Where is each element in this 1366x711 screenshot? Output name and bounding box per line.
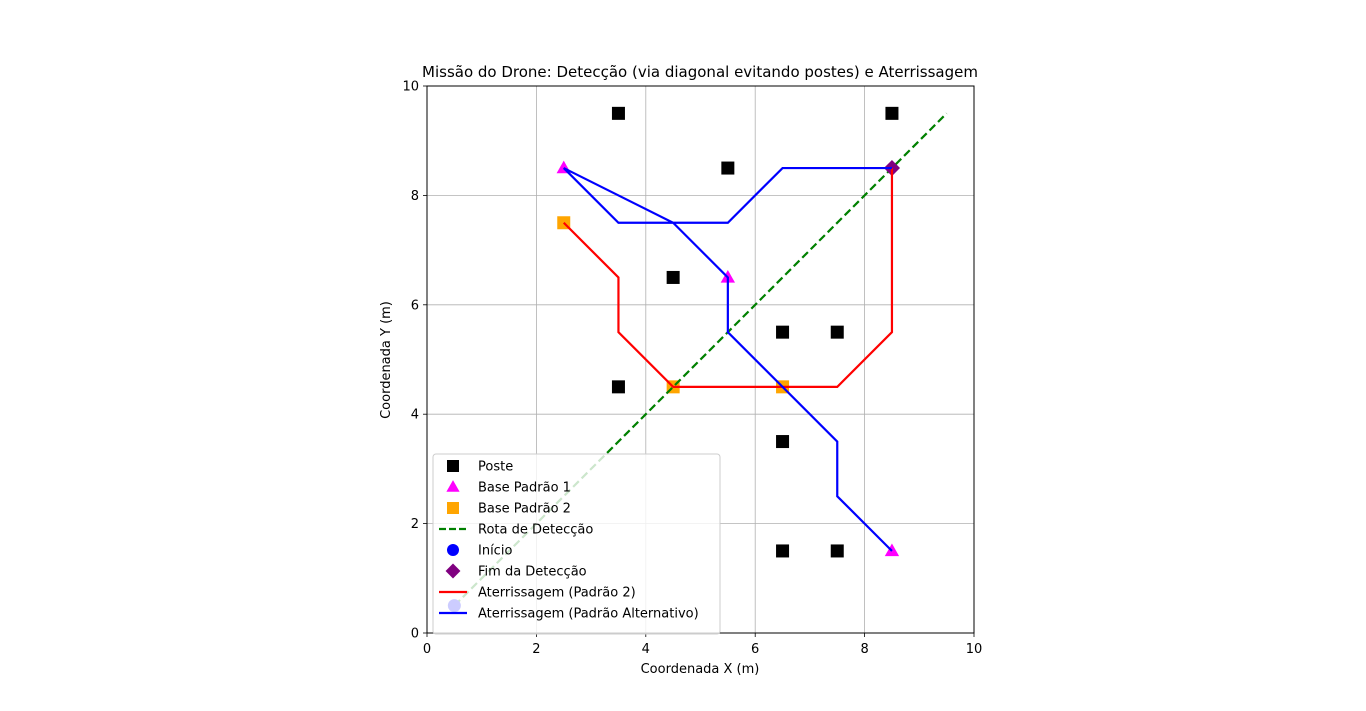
legend: Poste Base Padrão 1 Base Padrão 2 Rota de D… <box>432 453 721 635</box>
poste-point <box>611 106 625 120</box>
legend-base-padrao-1-swatch <box>446 480 460 492</box>
y-axis-label: Coordenada Y (m) <box>379 301 394 419</box>
legend-base-padrao-1-label: Base Padrão 1 <box>478 481 571 496</box>
x-tick-label: 0 <box>423 642 431 657</box>
poste-point <box>830 325 844 339</box>
y-axis: 0 2 4 6 8 10 <box>402 80 427 642</box>
poste-point <box>885 106 899 120</box>
legend-base-padrao-2-label: Base Padrão 2 <box>478 502 571 517</box>
x-axis-label: Coordenada X (m) <box>641 662 760 677</box>
legend-inicio-label: Início <box>478 544 512 559</box>
poste-point <box>776 325 790 339</box>
x-tick-label: 2 <box>532 642 540 657</box>
legend-rota-de-deteccao-label: Rota de Detecção <box>478 523 593 538</box>
x-tick-label: 4 <box>642 642 650 657</box>
legend-fim-da-deteccao-label: Fim da Detecção <box>478 565 587 580</box>
y-tick-label: 10 <box>402 80 419 95</box>
rota-de-deteccao-line <box>453 112 948 607</box>
y-tick-label: 8 <box>411 189 419 204</box>
poste-point <box>830 544 844 558</box>
aterrissagem-padrao-2-line <box>562 168 894 388</box>
x-axis: 0 2 4 6 8 10 <box>423 633 982 657</box>
legend-aterrissagem-padrao-2-label: Aterrissagem (Padrão 2) <box>478 586 636 601</box>
legend-inicio-swatch <box>447 544 459 556</box>
chart-title: Missão do Drone: Detecção (via diagonal … <box>422 63 978 81</box>
y-tick-label: 6 <box>411 298 419 313</box>
y-tick-label: 0 <box>411 627 419 642</box>
legend-poste-label: Poste <box>478 460 513 475</box>
x-tick-label: 6 <box>751 642 759 657</box>
poste-point <box>776 544 790 558</box>
x-tick-label: 10 <box>966 642 983 657</box>
aterrissagem-padrao-alternativo-line <box>562 166 893 552</box>
legend-poste-swatch <box>447 460 459 472</box>
legend-box <box>432 453 721 635</box>
legend-aterrissagem-padrao-alternativo-label: Aterrissagem (Padrão Alternativo) <box>478 607 699 622</box>
legend-fim-da-deteccao-swatch <box>445 563 461 579</box>
poste-point <box>611 380 625 394</box>
poste-point <box>776 435 790 449</box>
y-tick-label: 2 <box>411 517 419 532</box>
y-tick-label: 4 <box>411 408 419 423</box>
poste-point <box>666 270 680 284</box>
poste-point <box>721 161 735 175</box>
legend-base-padrao-2-swatch <box>447 502 459 514</box>
x-tick-label: 8 <box>860 642 868 657</box>
